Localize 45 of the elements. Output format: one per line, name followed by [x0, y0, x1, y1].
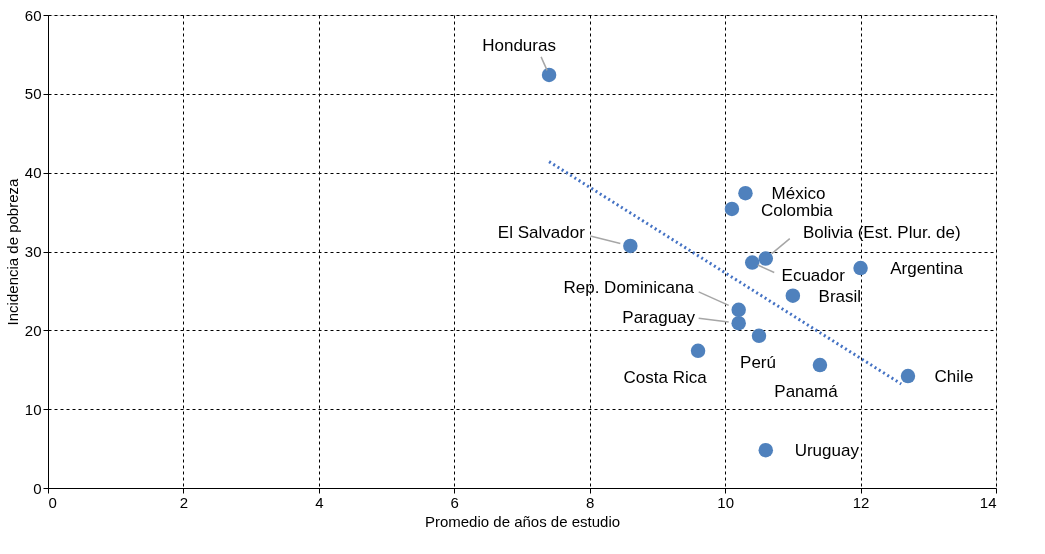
x-tick-label: 12	[852, 493, 870, 511]
x-tick-label: 6	[450, 493, 459, 511]
annotation: Ecuador	[781, 265, 846, 285]
y-tick-label: 50	[24, 85, 42, 103]
annotation: Argentina	[890, 259, 964, 279]
x-tick-label: 2	[179, 493, 189, 511]
point	[812, 357, 828, 373]
annotation: Rep. Dominicana	[563, 277, 695, 297]
annotation: Perú	[740, 352, 776, 372]
point	[541, 67, 557, 83]
point	[731, 316, 746, 331]
point	[724, 201, 740, 217]
annotation: Uruguay	[794, 441, 860, 461]
point	[785, 288, 801, 303]
point	[758, 251, 774, 266]
y-tick-label: 40	[24, 164, 42, 182]
annotation: Chile	[934, 367, 974, 387]
annotation: Costa Rica	[623, 367, 708, 387]
y-tick-label: 20	[24, 321, 42, 339]
x-tick-label: 8	[586, 493, 595, 511]
point	[758, 442, 774, 458]
point	[900, 368, 916, 384]
annotation: Panamá	[774, 382, 839, 402]
annotation: Honduras	[482, 35, 556, 55]
annotation: Brasil	[818, 286, 862, 306]
x-tick-label: 0	[48, 493, 57, 511]
x-tick-label: 4	[315, 493, 324, 511]
y-tick-label: 10	[24, 400, 42, 418]
annotation: El Salvador	[497, 222, 586, 242]
point	[738, 185, 753, 201]
annotation: Paraguay	[622, 308, 696, 328]
point	[623, 238, 638, 254]
x-tick-label: 14	[979, 493, 997, 511]
point	[853, 260, 868, 276]
point	[744, 255, 760, 270]
y-tick-label: 30	[24, 243, 42, 260]
point	[690, 343, 706, 359]
x-tick-label: 10	[717, 493, 734, 511]
y-axis-title: Incidencia de pobreza	[3, 177, 21, 326]
y-tick-label: 60	[24, 6, 42, 24]
annotation: Bolivia (Est. Plur. de)	[802, 222, 961, 242]
point	[751, 328, 767, 344]
y-tick-label: 0	[33, 479, 42, 497]
x-axis-title: Promedio de años de estudio	[424, 512, 621, 530]
point	[731, 302, 746, 318]
